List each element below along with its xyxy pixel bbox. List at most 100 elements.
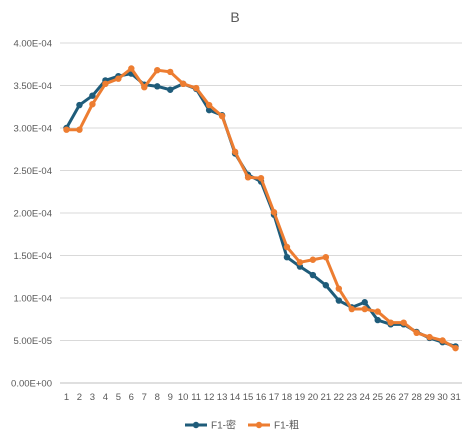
y-tick-label: 4.00E-04 (13, 39, 52, 50)
data-point (309, 256, 317, 263)
data-point (76, 126, 83, 133)
series-line (64, 72, 458, 348)
data-point (167, 68, 174, 76)
x-tick-label: 25 (372, 392, 383, 403)
x-tick-label: 18 (282, 392, 293, 403)
data-point (322, 282, 330, 289)
x-tick-label: 30 (437, 392, 448, 403)
y-tick-label: 1.00E-04 (13, 294, 52, 305)
legend-item: F1-密 (185, 419, 236, 432)
y-axis-tick-labels: 0.00E+00 5.00E-05 1.00E-04 1.50E-04 2.00E-04… (11, 39, 52, 390)
data-point (283, 243, 291, 251)
gridlines (60, 42, 462, 384)
x-tick-label: 12 (204, 392, 215, 403)
y-tick-label: 3.50E-04 (13, 81, 52, 92)
x-tick-label: 3 (90, 392, 95, 403)
data-point (374, 316, 381, 324)
data-point (400, 319, 407, 326)
x-tick-label: 28 (411, 392, 422, 403)
data-point (309, 271, 317, 279)
legend-dot-marker (192, 421, 200, 429)
legend: F1-密 F1-粗 (185, 419, 299, 432)
data-point (179, 80, 187, 88)
x-tick-label: 21 (321, 392, 332, 403)
series-2 (63, 65, 459, 352)
data-point (374, 308, 381, 315)
x-tick-label: 7 (142, 392, 147, 403)
data-point (231, 148, 239, 155)
x-tick-label: 23 (346, 392, 357, 403)
x-tick-label: 2 (77, 392, 82, 403)
x-tick-label: 13 (217, 392, 228, 403)
data-point (270, 208, 278, 216)
data-point (192, 84, 200, 92)
data-point (439, 337, 446, 344)
data-point (244, 174, 252, 181)
x-tick-label: 10 (178, 392, 189, 403)
x-tick-label: 11 (191, 392, 201, 403)
data-point (102, 80, 109, 88)
data-point (387, 319, 394, 326)
data-point (205, 106, 213, 114)
x-tick-label: 15 (243, 392, 254, 403)
data-point (89, 101, 96, 108)
x-tick-label: 29 (424, 392, 435, 403)
data-point (218, 112, 226, 120)
data-point (335, 285, 343, 292)
legend-item: F1-粗 (248, 420, 299, 432)
legend-label: F1-粗 (274, 420, 299, 432)
legend-dot-marker (255, 421, 263, 429)
data-point (283, 254, 291, 261)
y-tick-label: 5.00E-05 (13, 336, 52, 347)
x-tick-label: 5 (116, 392, 121, 403)
data-point (348, 305, 355, 313)
data-point (335, 297, 343, 304)
data-point (426, 333, 433, 341)
x-tick-label: 22 (334, 392, 345, 403)
y-tick-label: 2.00E-04 (13, 209, 52, 220)
data-point (115, 75, 122, 82)
x-tick-label: 16 (256, 392, 267, 403)
x-tick-label: 14 (230, 392, 241, 403)
data-point (257, 174, 265, 182)
x-tick-label: 6 (129, 392, 134, 403)
data-point (296, 259, 304, 266)
data-point (128, 65, 135, 72)
x-tick-label: 4 (103, 392, 108, 403)
y-tick-label: 0.00E+00 (11, 379, 52, 390)
series-lines (63, 65, 459, 352)
y-tick-label: 1.50E-04 (13, 251, 52, 262)
data-point (452, 344, 459, 352)
data-point (141, 84, 148, 91)
data-point (167, 86, 174, 93)
data-point (154, 67, 161, 74)
data-point (76, 101, 83, 109)
data-point (154, 83, 161, 90)
x-tick-label: 26 (385, 392, 396, 403)
x-tick-label: 31 (450, 392, 461, 403)
legend-label: F1-密 (211, 419, 236, 432)
chart-title: B (230, 9, 239, 25)
x-tick-label: 8 (155, 392, 160, 403)
y-tick-label: 2.50E-04 (13, 166, 52, 177)
series-line (64, 67, 458, 350)
x-tick-label: 17 (269, 392, 280, 403)
data-point (413, 329, 420, 337)
data-point (63, 126, 70, 133)
x-axis-tick-labels: 1 2 3 4 5 6 7 8 9 10 11 12 13 14 15 16 17 18 19 20 21 22 23 24 2… (64, 392, 461, 403)
x-tick-label: 20 (308, 392, 319, 403)
series-1 (63, 70, 459, 350)
data-point (89, 92, 96, 99)
x-tick-label: 24 (359, 392, 370, 403)
data-point (361, 299, 368, 306)
x-tick-label: 27 (398, 392, 409, 403)
x-tick-label: 1 (64, 392, 69, 403)
y-tick-label: 3.00E-04 (13, 124, 52, 135)
data-point (322, 254, 330, 261)
data-point (361, 305, 368, 313)
x-tick-label: 9 (168, 392, 173, 403)
x-tick-label: 19 (295, 392, 306, 403)
data-point (205, 101, 213, 109)
